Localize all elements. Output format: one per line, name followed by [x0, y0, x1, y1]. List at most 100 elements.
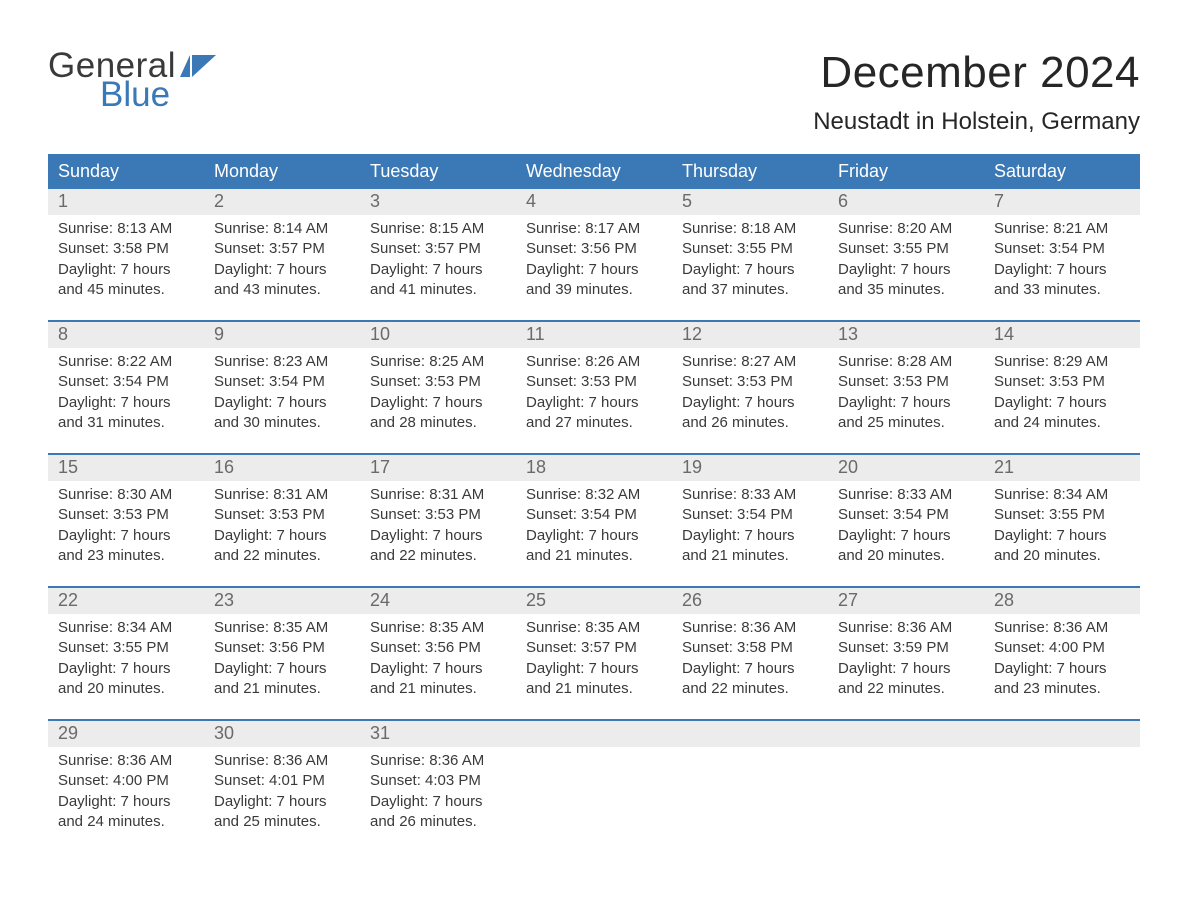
sunset-text: Sunset: 3:53 PM	[838, 372, 976, 392]
sunset-text: Sunset: 3:55 PM	[994, 505, 1132, 525]
weeks-container: 1234567Sunrise: 8:13 AMSunset: 3:58 PMDa…	[48, 189, 1140, 836]
day-number: 16	[204, 455, 360, 481]
day-number: 13	[828, 322, 984, 348]
sunrise-text: Sunrise: 8:25 AM	[370, 352, 508, 372]
daylight-line1: Daylight: 7 hours	[682, 260, 820, 280]
daylight-line1: Daylight: 7 hours	[214, 393, 352, 413]
day-header-saturday: Saturday	[984, 154, 1140, 189]
daylight-line1: Daylight: 7 hours	[214, 260, 352, 280]
day-cell: Sunrise: 8:15 AMSunset: 3:57 PMDaylight:…	[360, 215, 516, 304]
day-number: 10	[360, 322, 516, 348]
daybody-row: Sunrise: 8:22 AMSunset: 3:54 PMDaylight:…	[48, 348, 1140, 437]
daylight-line1: Daylight: 7 hours	[370, 526, 508, 546]
day-header-thursday: Thursday	[672, 154, 828, 189]
sunrise-text: Sunrise: 8:28 AM	[838, 352, 976, 372]
daybody-row: Sunrise: 8:30 AMSunset: 3:53 PMDaylight:…	[48, 481, 1140, 570]
daylight-line2: and 26 minutes.	[682, 413, 820, 433]
day-number: 28	[984, 588, 1140, 614]
daylight-line2: and 21 minutes.	[526, 679, 664, 699]
sunset-text: Sunset: 3:57 PM	[214, 239, 352, 259]
day-header-sunday: Sunday	[48, 154, 204, 189]
logo-text-blue: Blue	[100, 77, 218, 112]
sunrise-text: Sunrise: 8:35 AM	[526, 618, 664, 638]
sunrise-text: Sunrise: 8:15 AM	[370, 219, 508, 239]
sunrise-text: Sunrise: 8:23 AM	[214, 352, 352, 372]
sunset-text: Sunset: 3:56 PM	[526, 239, 664, 259]
daylight-line1: Daylight: 7 hours	[58, 260, 196, 280]
sunrise-text: Sunrise: 8:30 AM	[58, 485, 196, 505]
day-number	[672, 721, 828, 747]
day-cell: Sunrise: 8:36 AMSunset: 3:59 PMDaylight:…	[828, 614, 984, 703]
daylight-line2: and 24 minutes.	[994, 413, 1132, 433]
daylight-line2: and 21 minutes.	[682, 546, 820, 566]
daylight-line1: Daylight: 7 hours	[682, 659, 820, 679]
week-row: 1234567Sunrise: 8:13 AMSunset: 3:58 PMDa…	[48, 189, 1140, 304]
daylight-line1: Daylight: 7 hours	[526, 260, 664, 280]
sunset-text: Sunset: 3:56 PM	[214, 638, 352, 658]
daylight-line2: and 22 minutes.	[838, 679, 976, 699]
day-header-monday: Monday	[204, 154, 360, 189]
day-cell: Sunrise: 8:20 AMSunset: 3:55 PMDaylight:…	[828, 215, 984, 304]
daylight-line2: and 22 minutes.	[370, 546, 508, 566]
day-number: 5	[672, 189, 828, 215]
sunset-text: Sunset: 4:03 PM	[370, 771, 508, 791]
sunset-text: Sunset: 3:54 PM	[682, 505, 820, 525]
day-cell: Sunrise: 8:26 AMSunset: 3:53 PMDaylight:…	[516, 348, 672, 437]
day-cell: Sunrise: 8:36 AMSunset: 3:58 PMDaylight:…	[672, 614, 828, 703]
daylight-line2: and 20 minutes.	[838, 546, 976, 566]
daylight-line1: Daylight: 7 hours	[838, 659, 976, 679]
sunrise-text: Sunrise: 8:31 AM	[214, 485, 352, 505]
day-number: 7	[984, 189, 1140, 215]
daylight-line2: and 20 minutes.	[58, 679, 196, 699]
daylight-line1: Daylight: 7 hours	[370, 260, 508, 280]
daynum-row: 293031	[48, 721, 1140, 747]
day-number: 11	[516, 322, 672, 348]
daylight-line1: Daylight: 7 hours	[526, 393, 664, 413]
daylight-line1: Daylight: 7 hours	[58, 792, 196, 812]
day-number: 22	[48, 588, 204, 614]
day-header-friday: Friday	[828, 154, 984, 189]
sunset-text: Sunset: 3:53 PM	[994, 372, 1132, 392]
day-cell: Sunrise: 8:36 AMSunset: 4:01 PMDaylight:…	[204, 747, 360, 836]
week-row: 15161718192021Sunrise: 8:30 AMSunset: 3:…	[48, 453, 1140, 570]
sunrise-text: Sunrise: 8:31 AM	[370, 485, 508, 505]
day-number: 14	[984, 322, 1140, 348]
sunrise-text: Sunrise: 8:22 AM	[58, 352, 196, 372]
sunrise-text: Sunrise: 8:36 AM	[682, 618, 820, 638]
daylight-line1: Daylight: 7 hours	[994, 659, 1132, 679]
sunset-text: Sunset: 3:53 PM	[370, 372, 508, 392]
day-cell: Sunrise: 8:17 AMSunset: 3:56 PMDaylight:…	[516, 215, 672, 304]
daylight-line1: Daylight: 7 hours	[838, 526, 976, 546]
day-number: 30	[204, 721, 360, 747]
daylight-line2: and 37 minutes.	[682, 280, 820, 300]
day-cell: Sunrise: 8:27 AMSunset: 3:53 PMDaylight:…	[672, 348, 828, 437]
day-cell: Sunrise: 8:30 AMSunset: 3:53 PMDaylight:…	[48, 481, 204, 570]
sunset-text: Sunset: 3:54 PM	[214, 372, 352, 392]
sunrise-text: Sunrise: 8:27 AM	[682, 352, 820, 372]
day-number: 18	[516, 455, 672, 481]
daynum-row: 15161718192021	[48, 455, 1140, 481]
sunrise-text: Sunrise: 8:35 AM	[370, 618, 508, 638]
daylight-line1: Daylight: 7 hours	[526, 526, 664, 546]
week-row: 891011121314Sunrise: 8:22 AMSunset: 3:54…	[48, 320, 1140, 437]
daybody-row: Sunrise: 8:34 AMSunset: 3:55 PMDaylight:…	[48, 614, 1140, 703]
daynum-row: 22232425262728	[48, 588, 1140, 614]
daylight-line2: and 21 minutes.	[370, 679, 508, 699]
sunset-text: Sunset: 3:53 PM	[526, 372, 664, 392]
daylight-line1: Daylight: 7 hours	[994, 526, 1132, 546]
day-number: 8	[48, 322, 204, 348]
logo: General Blue	[48, 48, 218, 112]
day-cell	[516, 747, 672, 836]
sunset-text: Sunset: 3:56 PM	[370, 638, 508, 658]
day-number: 4	[516, 189, 672, 215]
day-number: 27	[828, 588, 984, 614]
day-cell: Sunrise: 8:21 AMSunset: 3:54 PMDaylight:…	[984, 215, 1140, 304]
day-number: 17	[360, 455, 516, 481]
daylight-line1: Daylight: 7 hours	[58, 659, 196, 679]
day-cell: Sunrise: 8:34 AMSunset: 3:55 PMDaylight:…	[48, 614, 204, 703]
daylight-line1: Daylight: 7 hours	[214, 792, 352, 812]
month-title: December 2024	[813, 48, 1140, 98]
day-cell: Sunrise: 8:33 AMSunset: 3:54 PMDaylight:…	[828, 481, 984, 570]
daylight-line2: and 30 minutes.	[214, 413, 352, 433]
daylight-line1: Daylight: 7 hours	[994, 260, 1132, 280]
